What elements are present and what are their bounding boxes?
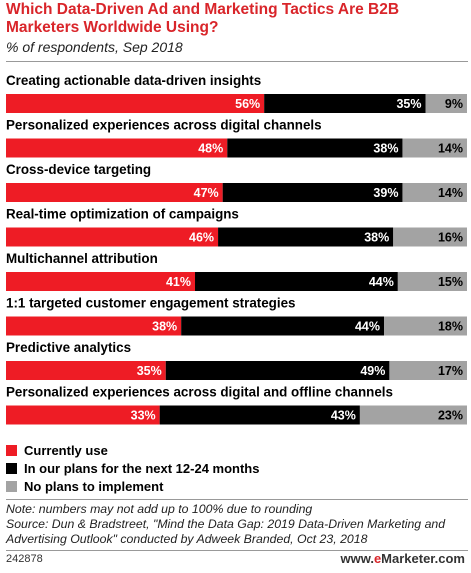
legend-label-in-plans: In our plans for the next 12-24 months: [24, 460, 260, 476]
bar-segment-currently-use: [6, 405, 160, 425]
data-label-in-plans: 35%: [396, 97, 421, 111]
category-label: 1:1 targeted customer engagement strateg…: [6, 296, 295, 311]
data-label-currently-use: 47%: [194, 186, 219, 200]
brand-e: e: [373, 551, 382, 566]
data-label-no-plans: 18%: [438, 320, 463, 334]
data-label-currently-use: 41%: [166, 275, 191, 289]
legend-label-no-plans: No plans to implement: [24, 478, 164, 494]
bar-segment-currently-use: [6, 361, 166, 380]
bar-segment-in-plans: [264, 94, 426, 113]
footer-divider: [6, 550, 468, 551]
footnote-note: Note: numbers may not add up to 100% due…: [6, 502, 313, 516]
data-label-in-plans: 44%: [369, 275, 394, 289]
legend-swatch-no-plans: [6, 480, 17, 492]
bar-segment-currently-use: [6, 138, 228, 158]
bar-segment-currently-use: [6, 227, 219, 247]
data-label-no-plans: 14%: [438, 142, 463, 156]
brand-prefix: www.: [340, 551, 374, 566]
bar-segment-currently-use: [6, 272, 196, 291]
bar-segment-no-plans: [402, 183, 467, 202]
bar-segment-in-plans: [195, 272, 398, 291]
legend-item-currently-use: Currently use: [6, 442, 108, 458]
bar-segment-no-plans: [402, 138, 467, 158]
bar-segment-in-plans: [227, 138, 403, 158]
bar-segment-currently-use: [6, 94, 265, 113]
category-label: Predictive analytics: [6, 340, 131, 355]
brand-suffix: Marketer.com: [381, 551, 465, 566]
category-label: Cross-device targeting: [6, 162, 151, 177]
category-label: Personalized experiences across digital …: [6, 385, 393, 400]
bar-segment-in-plans: [181, 316, 385, 336]
data-label-currently-use: 35%: [137, 364, 162, 378]
bar-segment-in-plans: [222, 183, 403, 202]
data-label-currently-use: 56%: [235, 97, 260, 111]
emarketer-logo[interactable]: www.eMarketer.com: [340, 551, 465, 566]
category-label: Creating actionable data-driven insights: [6, 73, 261, 88]
data-label-currently-use: 33%: [131, 409, 156, 423]
bar-segment-in-plans: [218, 227, 394, 247]
chart-subtitle: % of respondents, Sep 2018: [6, 39, 183, 55]
data-label-in-plans: 49%: [360, 364, 385, 378]
data-label-currently-use: 38%: [152, 320, 177, 334]
data-label-in-plans: 43%: [331, 409, 356, 423]
top-divider: [6, 61, 468, 62]
bar-segment-no-plans: [389, 361, 467, 380]
bottom-divider: [6, 499, 468, 500]
legend-item-in-plans: In our plans for the next 12-24 months: [6, 460, 259, 476]
data-label-no-plans: 15%: [438, 275, 463, 289]
bar-segment-in-plans: [165, 361, 390, 380]
data-label-no-plans: 14%: [438, 186, 463, 200]
category-label: Multichannel attribution: [6, 251, 158, 266]
bar-segment-currently-use: [6, 316, 182, 336]
legend-swatch-in-plans: [6, 462, 17, 474]
bar-segment-no-plans: [359, 405, 467, 425]
bar-segment-no-plans: [393, 227, 467, 247]
chart-id: 242878: [6, 553, 43, 565]
bar-segment-no-plans: [425, 94, 467, 113]
data-label-no-plans: 17%: [438, 364, 463, 378]
bar-segment-currently-use: [6, 183, 223, 202]
data-label-no-plans: 23%: [438, 409, 463, 423]
data-label-in-plans: 39%: [373, 186, 398, 200]
legend-label-currently-use: Currently use: [24, 442, 108, 458]
footnote-source: Source: Dun & Bradstreet, "Mind the Data…: [6, 517, 446, 546]
bar-segment-in-plans: [159, 405, 360, 425]
data-label-in-plans: 38%: [373, 142, 398, 156]
data-label-in-plans: 44%: [355, 320, 380, 334]
data-label-no-plans: 16%: [438, 231, 463, 245]
legend-item-no-plans: No plans to implement: [6, 478, 163, 494]
data-label-in-plans: 38%: [364, 231, 389, 245]
bar-segment-no-plans: [384, 316, 467, 336]
category-label: Personalized experiences across digital …: [6, 118, 322, 133]
data-label-currently-use: 46%: [189, 231, 214, 245]
data-label-no-plans: 9%: [445, 97, 463, 111]
legend-swatch-currently-use: [6, 444, 17, 456]
chart-title: Which Data-Driven Ad and Marketing Tacti…: [6, 1, 400, 36]
category-label: Real-time optimization of campaigns: [6, 207, 239, 222]
bar-segment-no-plans: [397, 272, 467, 291]
data-label-currently-use: 48%: [198, 142, 223, 156]
